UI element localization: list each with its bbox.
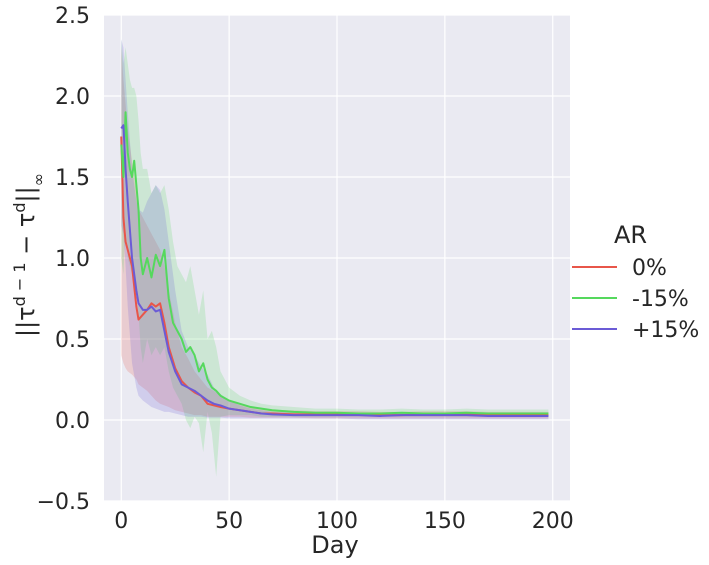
x-tick-labels: 0 50 100 150 200 bbox=[114, 509, 573, 534]
y-axis-label: ||τd − 1 − τd||∞ bbox=[10, 173, 48, 337]
x-tick-label: 200 bbox=[532, 509, 574, 534]
confidence-band bbox=[121, 47, 549, 419]
y-tick-label: −0.5 bbox=[37, 490, 90, 515]
confidence-band bbox=[121, 39, 549, 420]
legend-label: 0% bbox=[632, 256, 667, 281]
x-tick-label: 100 bbox=[316, 509, 358, 534]
y-tick-label: 2.0 bbox=[55, 85, 90, 110]
x-tick-label: 0 bbox=[114, 509, 128, 534]
legend-label: +15% bbox=[632, 318, 699, 343]
y-tick-label: 0.0 bbox=[55, 409, 90, 434]
x-axis-label: Day bbox=[311, 531, 358, 559]
y-tick-label: 1.5 bbox=[55, 166, 90, 191]
series-line bbox=[120, 111, 549, 415]
legend-label: -15% bbox=[632, 287, 689, 312]
series-line bbox=[120, 124, 549, 417]
x-tick-label: 150 bbox=[424, 509, 466, 534]
legend: AR 0% -15% +15% bbox=[572, 221, 699, 343]
legend-title: AR bbox=[614, 221, 647, 249]
y-tick-label: 2.5 bbox=[55, 4, 90, 29]
x-tick-label: 50 bbox=[215, 509, 243, 534]
confidence-bands bbox=[121, 39, 549, 477]
y-tick-label: 0.5 bbox=[55, 328, 90, 353]
y-tick-labels: −0.5 0.0 0.5 1.0 1.5 2.0 2.5 bbox=[37, 4, 90, 515]
series-lines bbox=[120, 111, 549, 417]
y-tick-label: 1.0 bbox=[55, 247, 90, 272]
y-axis-label-text: ||τd − 1 − τd||∞ bbox=[10, 173, 48, 337]
